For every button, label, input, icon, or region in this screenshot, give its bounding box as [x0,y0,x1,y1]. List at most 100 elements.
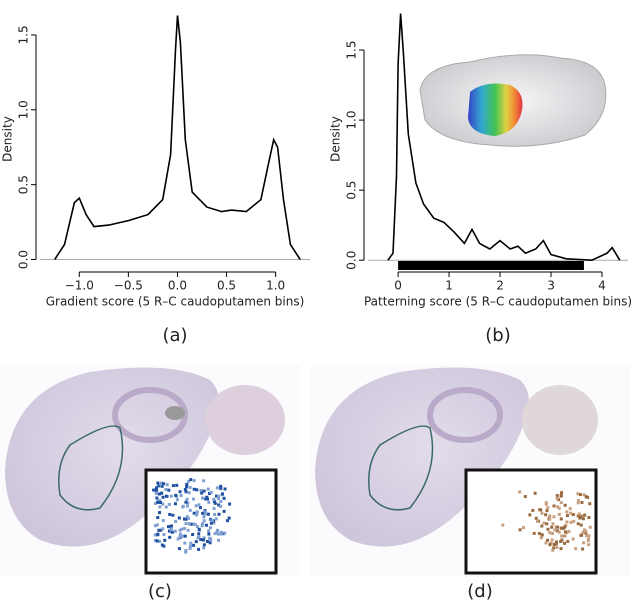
expression-dot [548,531,552,535]
expression-dot [167,502,171,506]
expression-dot [225,519,229,523]
panel-label: (c) [148,581,172,602]
expression-dot [176,537,180,541]
expression-dot [177,516,181,520]
expression-dot [571,513,575,517]
panel-label: (d) [467,581,492,602]
rug [398,261,584,270]
expression-dot [534,516,538,520]
expression-dot [202,489,206,493]
expression-dot [560,534,564,538]
y-tick-label: 0.0 [17,250,31,269]
x-tick-label: 3 [547,279,555,293]
expression-dot [501,523,505,527]
expression-dot [170,530,174,534]
expression-dot [181,534,185,538]
expression-dot [188,485,192,489]
expression-dot [569,511,573,515]
panel-label: (b) [485,325,510,346]
expression-dot [154,486,158,490]
expression-dot [216,528,220,532]
expression-dot [552,515,556,519]
expression-dot [545,522,549,526]
expression-dot [574,547,578,551]
expression-dot [221,492,225,496]
expression-dot [184,490,188,494]
expression-dot [576,501,580,505]
expression-dot [207,532,211,536]
expression-dot [156,516,160,520]
section-image-d [310,365,630,577]
expression-dot [228,502,232,506]
expression-dot [205,495,209,499]
expression-dot [161,519,165,523]
expression-dot [192,479,196,483]
expression-dot [171,513,175,517]
expression-dot [160,491,164,495]
expression-dot [153,533,157,537]
y-tick-label: 1.0 [17,100,31,119]
expression-dot [192,487,196,491]
expression-dot [200,491,204,495]
expression-dot [158,498,162,502]
expression-dot [544,502,548,506]
expression-dot [202,543,206,547]
expression-dot [163,538,167,542]
expression-dot [185,482,189,486]
expression-dot [557,530,561,534]
expression-dot [223,487,227,491]
expression-dot [587,543,591,547]
expression-dot [202,536,206,540]
expression-dot [581,547,585,551]
expression-dot [540,533,544,537]
expression-dot [192,543,196,547]
expression-dot [587,516,591,520]
expression-dot [185,515,189,519]
expression-dot [544,501,548,505]
expression-dot [544,513,548,517]
expression-dot [540,511,544,515]
y-tick-label: 1.5 [345,40,359,59]
expression-dot [548,517,552,521]
expression-dot [175,483,179,487]
expression-dot [578,493,582,497]
expression-dot [216,532,220,536]
expression-dot [197,535,201,539]
expression-dot [179,532,183,536]
expression-dot [208,541,212,545]
expression-dot [157,528,161,532]
expression-dot [523,495,527,499]
expression-dot [219,500,223,504]
expression-dot [217,512,221,516]
expression-dot [154,538,158,542]
expression-dot [178,528,182,532]
expression-dot [160,543,164,547]
expression-dot [183,534,187,538]
expression-dot [164,494,168,498]
expression-dot [156,533,160,537]
x-tick-label: 1 [445,279,453,293]
expression-dot [194,540,198,544]
expression-dot [169,524,173,528]
expression-dot [203,512,207,516]
expression-dot [188,547,192,551]
expression-dot [175,498,179,502]
expression-dot [203,510,207,514]
expression-dot [588,525,592,529]
expression-dot [556,529,560,533]
expression-dot [164,488,168,492]
expression-dot [159,528,163,532]
expression-dot [217,494,221,498]
expression-dot [207,500,211,504]
expression-dot [201,511,205,515]
expression-dot [179,494,183,498]
y-tick-label: 0.0 [345,251,359,270]
expression-dot [583,513,587,517]
expression-dot [586,495,590,499]
section-image-c [0,365,300,577]
density-curve [54,15,301,260]
expression-dot [585,534,589,538]
expression-dot [189,522,193,526]
expression-dot [185,504,189,508]
expression-dot [209,490,213,494]
